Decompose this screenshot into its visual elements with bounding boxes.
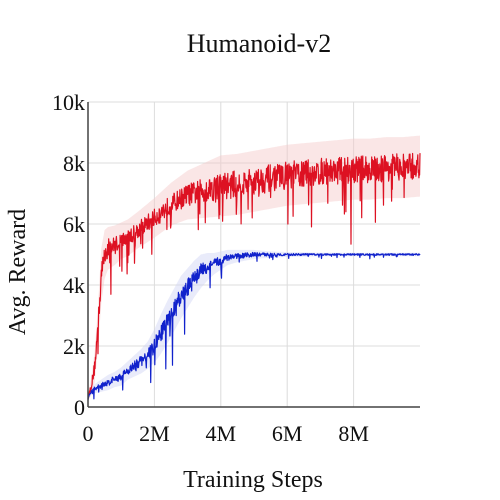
axes [87,102,420,408]
y-tick-label: 4k [63,273,85,298]
confidence-bands [88,135,420,401]
series-band-0 [88,135,420,401]
y-tick-label: 2k [63,334,85,359]
x-tick-label: 8M [338,421,369,446]
series-line-1 [87,251,421,401]
series-line-0 [87,152,421,400]
x-tick-label: 6M [272,421,303,446]
chart-title: Humanoid-v2 [187,29,331,58]
y-axis-title: Avg. Reward [5,209,31,335]
x-tick-label: 4M [206,421,237,446]
y-tick-label: 8k [63,151,85,176]
y-tick-label: 10k [52,90,85,115]
y-tick-label: 6k [63,212,85,237]
x-tick-label: 0 [83,421,94,446]
tick-labels: 0 2M 4M 6M 8M 0 2k 4k 6k 8k 10k [52,90,369,446]
series-band-1 [88,249,420,400]
series-lines [87,152,421,401]
x-axis-title: Training Steps [183,467,323,493]
y-tick-label: 0 [74,395,85,420]
x-tick-label: 2M [139,421,170,446]
